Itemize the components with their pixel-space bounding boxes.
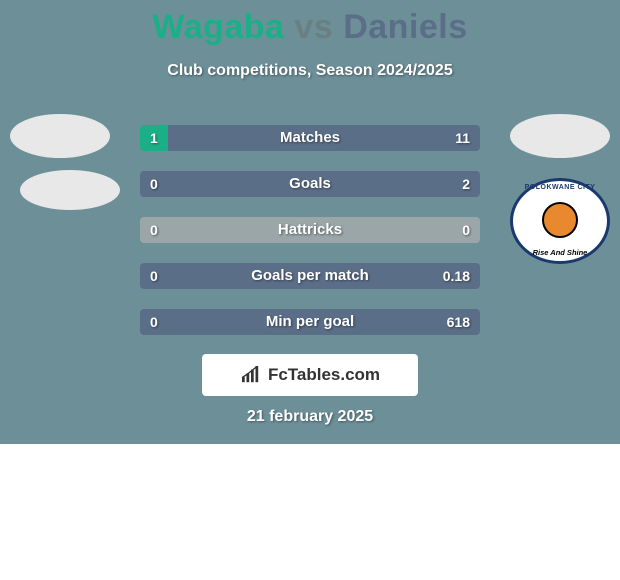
player1-avatar (10, 114, 110, 158)
title-p2: Daniels (343, 8, 467, 46)
player1-club-badge (20, 170, 120, 210)
stat-bars: 111Matches 02Goals 00Hattricks 00.18Goals p… (140, 125, 480, 355)
watermark-text: FcTables.com (268, 365, 380, 385)
stat-bar-p2 (168, 125, 480, 151)
page-title: Wagaba vs Daniels (0, 8, 620, 47)
watermark: FcTables.com (202, 354, 418, 396)
stat-bar-p2 (140, 309, 480, 335)
stat-row: 00Hattricks (140, 217, 480, 243)
stat-bar-p2 (140, 263, 480, 289)
stat-row: 111Matches (140, 125, 480, 151)
stat-bar-p2 (140, 171, 480, 197)
title-vs: vs (294, 8, 333, 46)
stat-row: 0618Min per goal (140, 309, 480, 335)
stat-bar-p2 (310, 217, 480, 243)
date-text: 21 february 2025 (0, 408, 620, 426)
club-badge-icon (542, 202, 578, 238)
stat-row: 02Goals (140, 171, 480, 197)
title-p1: Wagaba (152, 8, 284, 46)
subtitle: Club competitions, Season 2024/2025 (0, 62, 620, 80)
player2-club-badge: POLOKWANE CITY Rise And Shine (510, 178, 610, 264)
club-badge-bottom: Rise And Shine (533, 248, 588, 257)
stat-bar-p1 (140, 125, 168, 151)
player2-avatar (510, 114, 610, 158)
stat-bar-p1 (140, 217, 310, 243)
club-badge-top: POLOKWANE CITY (525, 184, 596, 191)
chart-icon (240, 366, 262, 384)
stat-row: 00.18Goals per match (140, 263, 480, 289)
